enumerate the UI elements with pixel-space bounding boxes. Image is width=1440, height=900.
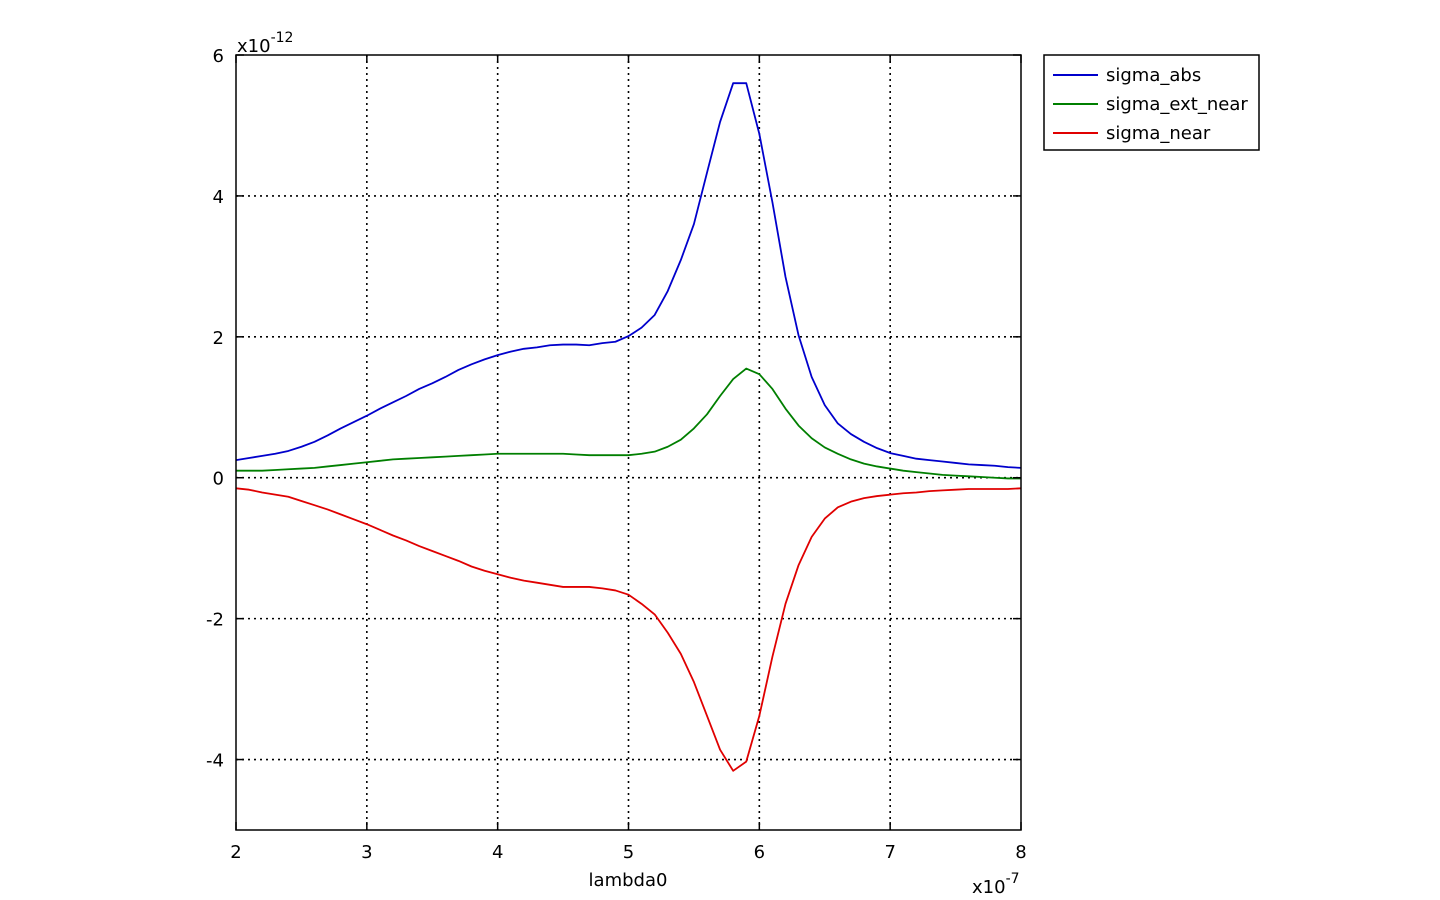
y-tick-label: 2	[213, 328, 224, 349]
x-multiplier-base: x10	[972, 877, 1006, 898]
legend-label: sigma_abs	[1106, 65, 1201, 86]
x-tick-label: 2	[230, 842, 241, 863]
x-axis-label: lambda0	[589, 870, 668, 891]
legend: sigma_abs sigma_ext_near sigma_near	[1043, 54, 1260, 151]
grid-lines	[236, 55, 1021, 830]
series-line-sigma-near	[235, 487, 1022, 772]
x-tick-label: 4	[492, 842, 503, 863]
series-lines	[235, 82, 1022, 772]
x-tick-label: 8	[1015, 842, 1026, 863]
series-line-sigma-abs	[235, 82, 1022, 469]
y-tick-labels: -4 -2 0 2 4 6	[206, 46, 224, 772]
x-tick-label: 5	[623, 842, 634, 863]
x-multiplier-exponent: -7	[1006, 871, 1020, 887]
legend-box	[1043, 54, 1260, 151]
y-tick-label: -4	[206, 751, 224, 772]
legend-label: sigma_ext_near	[1106, 94, 1248, 115]
y-tick-label: 6	[213, 46, 224, 67]
y-tick-label: -2	[206, 610, 224, 631]
y-tick-label: 0	[213, 469, 224, 490]
y-axis-multiplier: x10-12	[237, 30, 293, 57]
y-multiplier-base: x10	[237, 36, 271, 57]
x-tick-label: 6	[754, 842, 765, 863]
legend-entries: sigma_abs sigma_ext_near sigma_near	[1053, 65, 1248, 144]
x-tick-labels: 2 3 4 5 6 7 8	[230, 842, 1026, 863]
y-tick-label: 4	[213, 187, 224, 208]
x-axis-multiplier: x10-7	[972, 871, 1020, 898]
series-line-sigma-ext-near	[236, 367, 1021, 480]
x-tick-label: 7	[884, 842, 895, 863]
axis-ticks	[235, 54, 1022, 830]
x-tick-label: 3	[361, 842, 372, 863]
legend-label: sigma_near	[1106, 123, 1211, 144]
y-multiplier-exponent: -12	[271, 30, 294, 46]
